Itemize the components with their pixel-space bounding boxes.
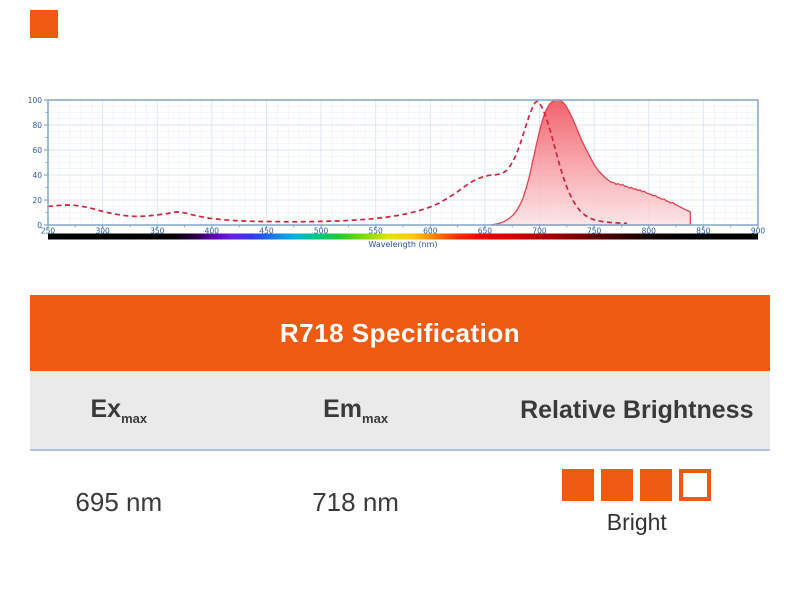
svg-text:600: 600: [423, 227, 438, 236]
brightness-square-filled: [601, 468, 634, 501]
table-header-row: Exmax Emmax Relative Brightness: [30, 371, 770, 451]
svg-text:350: 350: [150, 227, 165, 236]
specification-table: R718 Specification Exmax Emmax Relative …: [30, 295, 770, 553]
x-axis-label: Wavelength (nm): [368, 240, 437, 249]
table-title: R718 Specification: [279, 317, 521, 348]
axis-ticks: 0 20 40 60 80 100 250 300 350 400 450 500 550 600 650 7…: [28, 96, 766, 236]
svg-text:800: 800: [642, 227, 657, 236]
em-max-value: 718 nm: [312, 486, 399, 517]
table-title-bar: R718 Specification: [30, 295, 770, 371]
svg-text:450: 450: [259, 227, 274, 236]
svg-text:40: 40: [32, 171, 42, 180]
svg-text:80: 80: [32, 121, 42, 130]
excitation-curve: [47, 100, 627, 225]
brightness-square-filled: [562, 468, 595, 501]
svg-text:650: 650: [478, 227, 493, 236]
column-header-em-max: Emmax: [323, 394, 389, 426]
brand-square: [30, 10, 58, 38]
relative-brightness-cell: Bright: [504, 468, 770, 536]
brightness-label: Bright: [606, 508, 667, 535]
svg-text:300: 300: [95, 227, 110, 236]
svg-text:500: 500: [314, 227, 329, 236]
svg-text:750: 750: [587, 227, 602, 236]
svg-text:900: 900: [751, 227, 766, 236]
emission-curve: [490, 99, 691, 226]
gridlines: [48, 100, 758, 225]
svg-text:60: 60: [32, 146, 42, 155]
column-header-ex-max: Exmax: [90, 394, 148, 426]
spectra-chart: 0 20 40 60 80 100 250 300 350 400 450 500 550 600 650 7…: [28, 96, 766, 249]
svg-text:700: 700: [532, 227, 547, 236]
svg-text:0: 0: [37, 221, 42, 230]
svg-text:100: 100: [28, 96, 43, 105]
ex-max-value: 695 nm: [75, 486, 163, 517]
svg-text:250: 250: [41, 227, 56, 236]
svg-text:400: 400: [205, 227, 220, 236]
brightness-scale: [562, 468, 712, 501]
brightness-square-filled: [640, 468, 673, 501]
svg-text:20: 20: [32, 196, 42, 205]
visible-spectrum-bar: [48, 233, 758, 240]
brightness-square-empty: [679, 468, 712, 501]
svg-text:850: 850: [696, 227, 711, 236]
svg-text:550: 550: [369, 227, 384, 236]
column-header-relative-brightness: Relative Brightness: [520, 395, 754, 424]
table-value-row: 695 nm 718 nm Bright: [30, 451, 770, 553]
